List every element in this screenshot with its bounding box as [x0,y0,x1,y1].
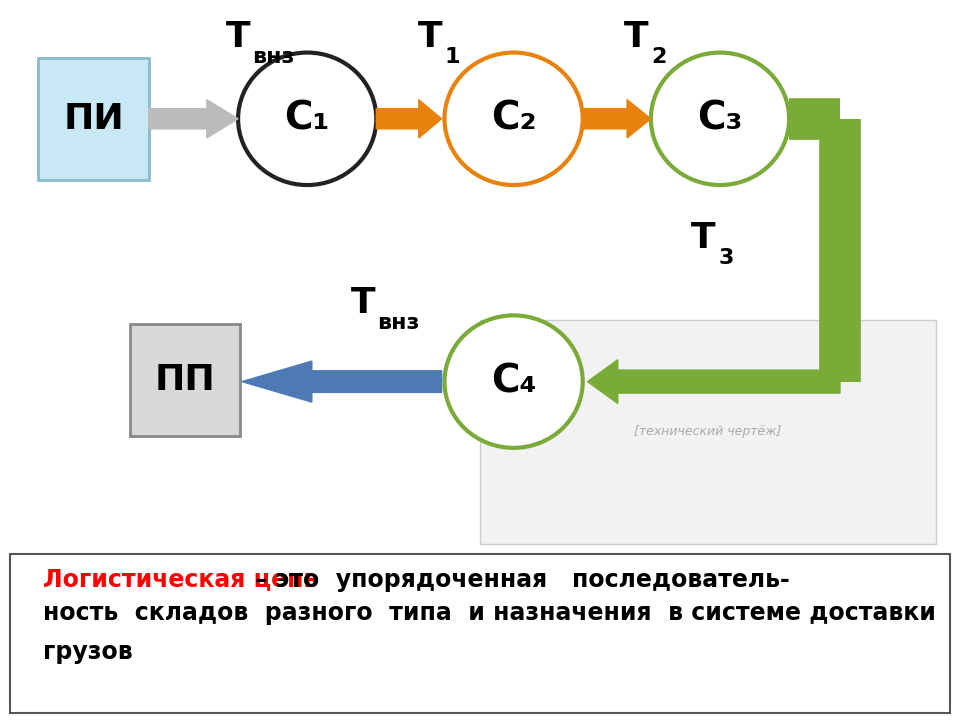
FancyBboxPatch shape [10,554,950,713]
FancyArrow shape [242,361,442,402]
FancyArrow shape [149,99,238,138]
FancyBboxPatch shape [480,320,936,544]
Text: С₃: С₃ [697,100,743,138]
Text: ность  складов  разного  типа  и назначения  в системе доставки: ность складов разного типа и назначения … [43,601,936,626]
Text: грузов: грузов [43,639,132,664]
Text: Т: Т [226,19,251,54]
Text: С₄: С₄ [491,363,537,400]
FancyArrow shape [583,99,651,138]
Text: Т: Т [624,19,649,54]
Text: С₂: С₂ [491,100,537,138]
Text: Т: Т [350,287,375,320]
Text: Т: Т [418,19,443,54]
FancyArrow shape [376,99,442,138]
FancyBboxPatch shape [38,58,149,180]
FancyBboxPatch shape [130,324,240,436]
Text: С₁: С₁ [284,100,330,138]
Text: ПП: ПП [155,363,215,397]
Text: внз: внз [377,313,420,333]
Ellipse shape [444,53,583,185]
Text: [технический чертёж]: [технический чертёж] [635,426,781,438]
Text: 3: 3 [718,248,733,269]
Text: ПИ: ПИ [63,102,124,136]
Ellipse shape [444,315,583,448]
Text: Логистическая цепь: Логистическая цепь [43,567,319,592]
Text: – это  упорядоченная   последователь-: – это упорядоченная последователь- [247,567,789,592]
Text: 2: 2 [651,47,666,67]
Ellipse shape [651,53,789,185]
Text: Т: Т [691,222,716,256]
Ellipse shape [238,53,376,185]
FancyArrow shape [588,360,840,403]
Text: 1: 1 [444,47,460,67]
Text: внз: внз [252,47,295,67]
